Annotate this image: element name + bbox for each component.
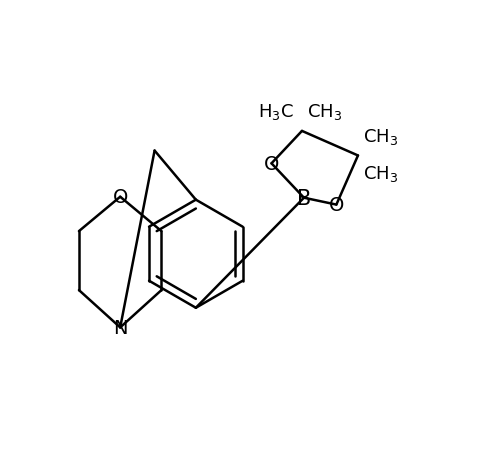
Text: B: B: [297, 188, 311, 208]
Text: H$_3$C: H$_3$C: [258, 102, 294, 122]
Text: O: O: [113, 188, 128, 207]
Text: CH$_3$: CH$_3$: [307, 102, 342, 122]
Text: N: N: [113, 318, 127, 337]
Text: O: O: [264, 155, 279, 173]
Text: CH$_3$: CH$_3$: [363, 127, 398, 147]
Text: CH$_3$: CH$_3$: [363, 164, 398, 184]
Text: O: O: [329, 196, 344, 215]
